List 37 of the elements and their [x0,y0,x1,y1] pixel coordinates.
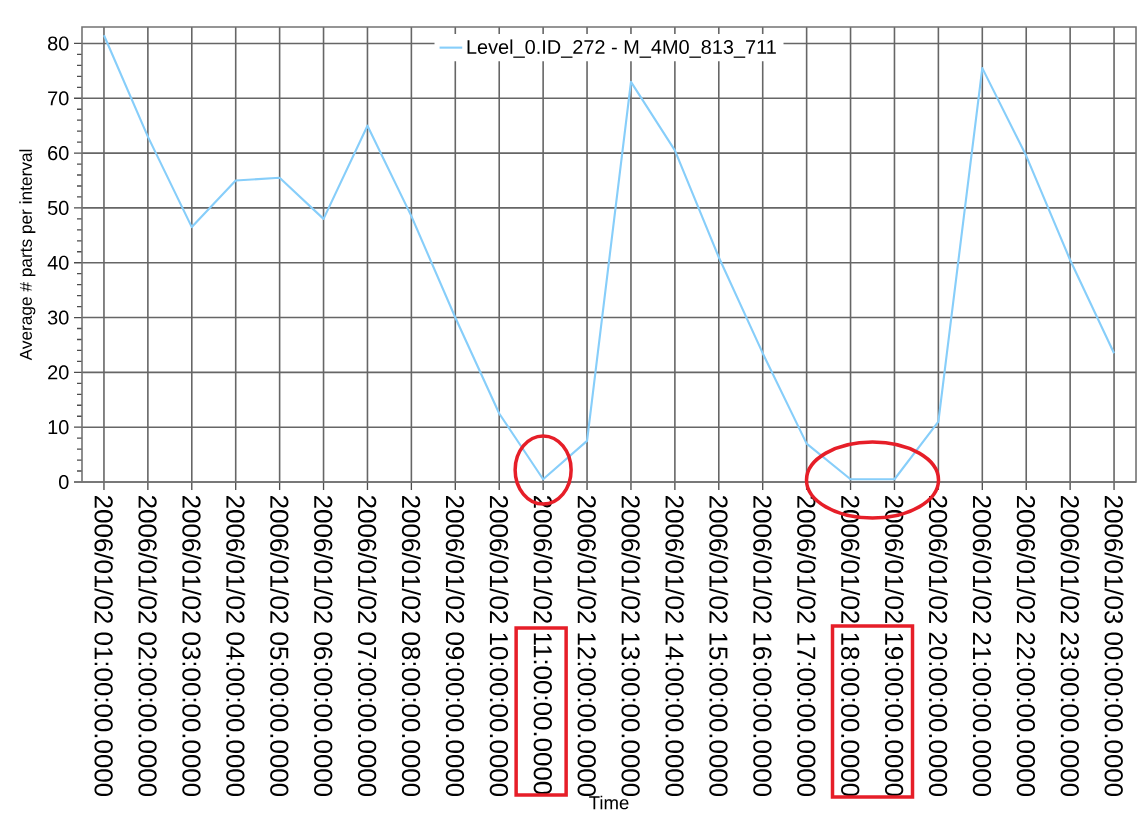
x-axis-title: Time [589,795,629,810]
x-tick-label: 2006/01/02 22:00:00.0000 [1016,496,1036,797]
x-tick-label: 2006/01/02 13:00:00.0000 [621,496,641,797]
y-tick-label: 50 [47,200,69,215]
x-tick-label: 2006/01/02 02:00:00.0000 [138,496,158,797]
x-tick-label: 2006/01/02 03:00:00.0000 [182,496,202,797]
y-tick-label: 20 [48,365,69,380]
y-tick-label: 30 [47,310,69,325]
x-tick-label: 2006/01/03 00:00:00.0000 [1104,496,1124,797]
x-tick-label: 2006/01/02 23:00:00.0000 [1060,496,1080,797]
x-tick-label: 2006/01/02 12:00:00.0000 [577,496,597,797]
x-tick-label: 2006/01/02 21:00:00.0000 [972,496,992,797]
legend-label: Level_0.ID_272 - M_4M0_813_711 [467,39,776,58]
x-tick-label: 2006/01/02 11:00:00.0000 [533,496,553,795]
x-tick-label: 2006/01/02 06:00:00.0000 [314,496,334,797]
x-tick-label: 2006/01/02 10:00:00.0000 [489,496,509,797]
y-tick-label: 60 [48,146,69,161]
x-tick-label: 2006/01/02 08:00:00.0000 [401,496,421,797]
x-tick-label: 2006/01/02 05:00:00.0000 [270,496,290,797]
y-tick-label: 10 [48,420,69,435]
x-tick-label: 2006/01/02 04:00:00.0000 [226,496,246,797]
y-tick-label: 0 [59,474,69,490]
x-tick-label: 2006/01/02 18:00:00.0000 [841,496,861,797]
x-tick-label: 2006/01/02 16:00:00.0000 [753,496,773,797]
y-axis-title: Average # parts per interval [19,149,36,361]
x-tick-label: 2006/01/02 19:00:00.0000 [884,496,904,797]
x-tick-label: 2006/01/02 17:00:00.0000 [797,496,817,797]
y-tick-label: 80 [48,36,69,51]
x-tick-label: 2006/01/02 20:00:00.0000 [928,496,948,797]
x-tick-label: 2006/01/02 07:00:00.0000 [357,496,377,797]
line-series [102,34,1116,481]
x-tick-label: 2006/01/02 01:00:00.0000 [94,496,114,797]
y-tick-label: 70 [48,91,69,106]
x-tick-label: 2006/01/02 09:00:00.0000 [445,496,465,797]
x-tick-label: 2006/01/02 15:00:00.0000 [709,496,729,797]
x-tick-label: 2006/01/02 14:00:00.0000 [665,496,685,797]
y-tick-label: 40 [47,255,69,270]
